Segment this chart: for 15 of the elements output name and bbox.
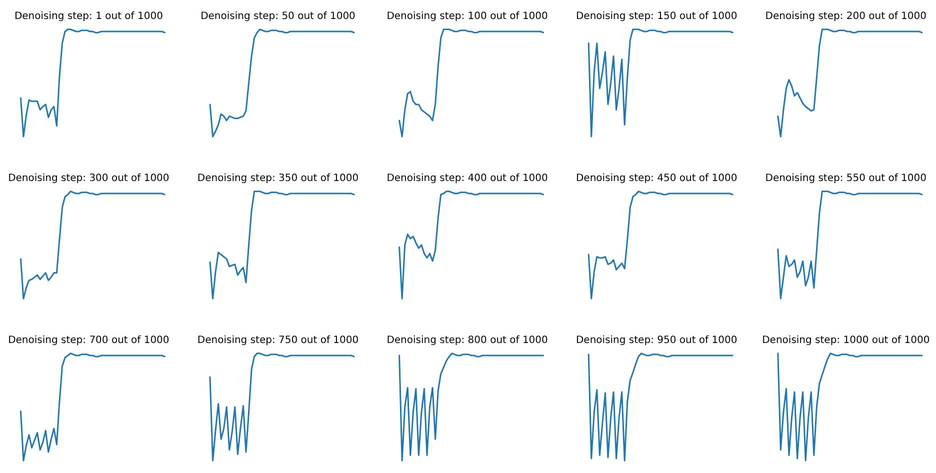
chart-title: Denoising step: 300 out of 1000 [8, 173, 170, 184]
chart-title: Denoising step: 700 out of 1000 [8, 335, 170, 346]
chart-title: Denoising step: 1000 out of 1000 [762, 335, 930, 346]
chart-title: Denoising step: 550 out of 1000 [765, 173, 927, 184]
chart-title: Denoising step: 450 out of 1000 [576, 173, 738, 184]
chart-title: Denoising step: 150 out of 1000 [576, 11, 738, 22]
chart-title: Denoising step: 100 out of 1000 [386, 11, 548, 22]
chart-title: Denoising step: 750 out of 1000 [197, 335, 359, 346]
chart-title: Denoising step: 1 out of 1000 [14, 11, 163, 22]
chart-title: Denoising step: 950 out of 1000 [576, 335, 738, 346]
chart-title: Denoising step: 400 out of 1000 [386, 173, 548, 184]
chart-title: Denoising step: 800 out of 1000 [386, 335, 548, 346]
chart-title: Denoising step: 350 out of 1000 [197, 173, 359, 184]
chart-title: Denoising step: 200 out of 1000 [765, 11, 927, 22]
chart-title: Denoising step: 50 out of 1000 [200, 11, 356, 22]
